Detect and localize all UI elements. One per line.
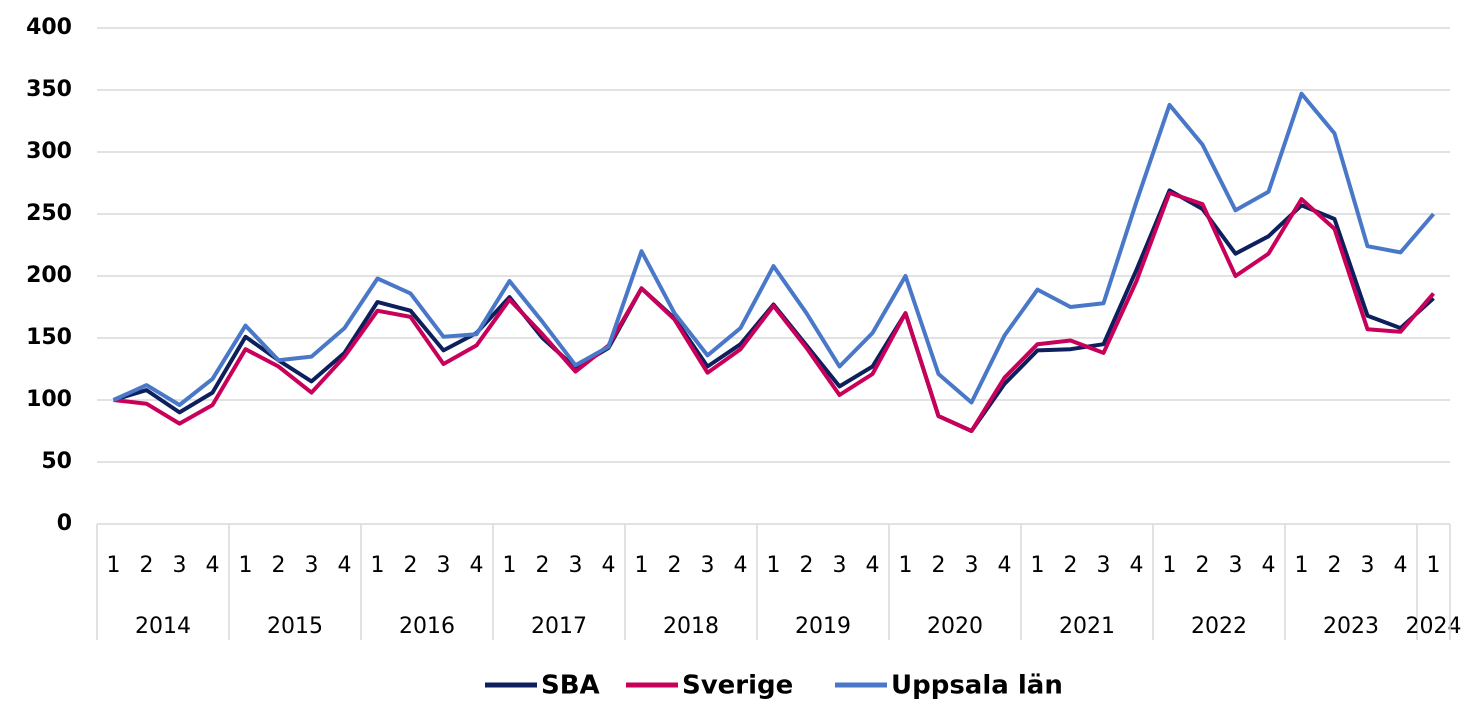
x-tick-label: 1	[635, 553, 649, 578]
x-group-label: 2016	[399, 614, 455, 639]
y-tick-label: 300	[26, 139, 72, 164]
x-tick-label: 2	[1196, 553, 1210, 578]
legend-label: Sverige	[682, 671, 793, 701]
x-tick-label: 2	[800, 553, 814, 578]
x-tick-label: 1	[1031, 553, 1045, 578]
x-tick-label: 4	[1130, 553, 1144, 578]
x-tick-label: 1	[107, 553, 121, 578]
x-tick-label: 3	[1361, 553, 1375, 578]
x-tick-label: 2	[404, 553, 418, 578]
x-tick-label: 3	[173, 553, 187, 578]
x-group-label: 2014	[135, 614, 191, 639]
x-tick-label: 2	[140, 553, 154, 578]
x-group-label: 2024	[1406, 614, 1462, 639]
x-tick-label: 1	[1163, 553, 1177, 578]
legend-label: Uppsala län	[891, 671, 1063, 701]
legend-label: SBA	[541, 671, 600, 701]
x-tick-label: 3	[1229, 553, 1243, 578]
x-tick-label: 4	[206, 553, 220, 578]
x-tick-label: 3	[569, 553, 583, 578]
x-tick-label: 1	[1427, 553, 1441, 578]
x-tick-label: 1	[1295, 553, 1309, 578]
x-tick-label: 2	[1328, 553, 1342, 578]
x-tick-label: 2	[536, 553, 550, 578]
x-tick-label: 1	[239, 553, 253, 578]
series-line	[113, 190, 1436, 433]
x-tick-label: 4	[338, 553, 352, 578]
x-tick-label: 4	[602, 553, 616, 578]
y-tick-label: 0	[57, 511, 72, 536]
x-tick-label: 3	[965, 553, 979, 578]
y-tick-label: 200	[26, 263, 72, 288]
x-tick-label: 2	[272, 553, 286, 578]
y-tick-label: 350	[26, 77, 72, 102]
y-tick-label: 150	[26, 325, 72, 350]
y-tick-label: 100	[26, 387, 72, 412]
x-tick-label: 3	[437, 553, 451, 578]
x-tick-label: 1	[899, 553, 913, 578]
x-tick-label: 3	[833, 553, 847, 578]
y-tick-label: 50	[41, 449, 72, 474]
x-tick-label: 4	[470, 553, 484, 578]
x-tick-label: 3	[1097, 553, 1111, 578]
x-group-label: 2021	[1059, 614, 1115, 639]
x-tick-label: 1	[503, 553, 517, 578]
x-group-label: 2022	[1191, 614, 1247, 639]
x-group-label: 2019	[795, 614, 851, 639]
x-group-label: 2017	[531, 614, 587, 639]
x-group-label: 2015	[267, 614, 323, 639]
x-tick-label: 2	[1064, 553, 1078, 578]
x-tick-label: 4	[1262, 553, 1276, 578]
x-tick-label: 3	[701, 553, 715, 578]
x-tick-label: 3	[305, 553, 319, 578]
x-tick-label: 2	[932, 553, 946, 578]
x-group-label: 2018	[663, 614, 719, 639]
x-tick-label: 1	[371, 553, 385, 578]
series-line	[112, 188, 1435, 433]
x-tick-label: 4	[1394, 553, 1408, 578]
x-tick-label: 4	[866, 553, 880, 578]
series-line	[112, 91, 1436, 407]
x-group-label: 2020	[927, 614, 983, 639]
x-tick-label: 2	[668, 553, 682, 578]
x-tick-label: 4	[998, 553, 1012, 578]
x-tick-label: 1	[767, 553, 781, 578]
y-tick-label: 400	[26, 15, 72, 40]
x-tick-label: 4	[734, 553, 748, 578]
x-group-label: 2023	[1323, 614, 1379, 639]
y-tick-label: 250	[26, 201, 72, 226]
